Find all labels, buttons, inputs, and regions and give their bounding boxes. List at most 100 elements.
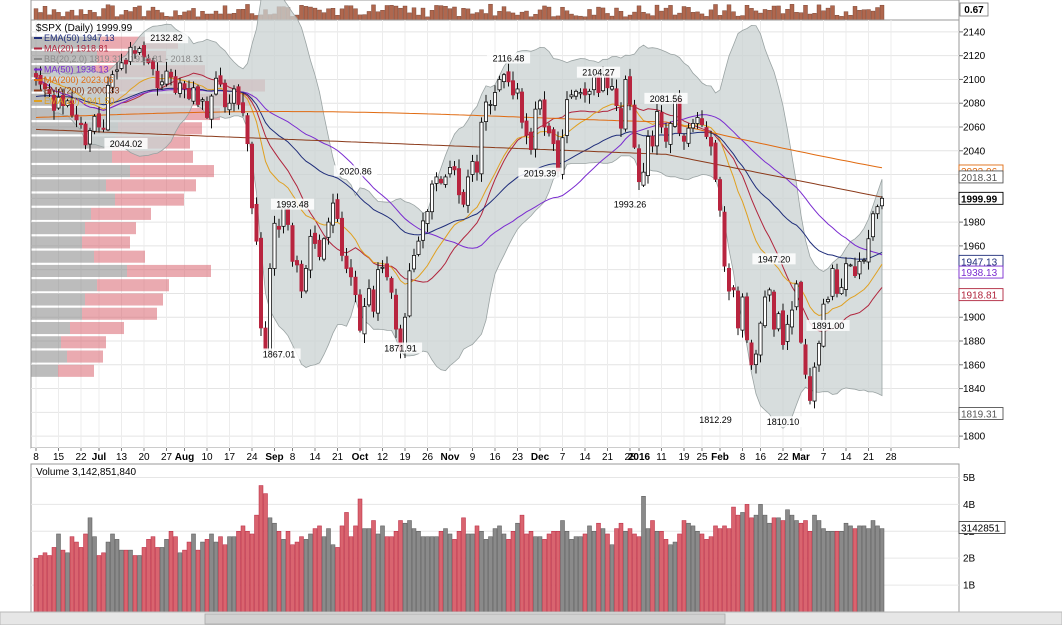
candle-down [781, 310, 786, 345]
volume-by-price-down [106, 179, 196, 192]
volume-bar-down [614, 528, 619, 613]
volume-bar-up [402, 522, 408, 613]
top-indicator-bar [146, 10, 151, 21]
top-indicator-bar [434, 5, 439, 21]
candle-down [285, 208, 290, 225]
volume-by-price-down [82, 236, 130, 249]
volume-bar-up [623, 531, 628, 613]
top-indicator-bar [735, 15, 741, 21]
candle-up [862, 259, 867, 262]
candle-up [308, 235, 313, 271]
top-indicator-bar [645, 13, 651, 21]
volume-bar-down [749, 517, 754, 613]
candle-down [294, 260, 299, 266]
date-tick-label: 16 [489, 452, 501, 463]
bottom-scrollbar[interactable] [0, 611, 1062, 626]
candle-down [520, 91, 525, 123]
price-annotation: 2132.82 [150, 33, 183, 43]
top-indicator-bar [807, 13, 813, 21]
volume-bar-down [317, 525, 322, 613]
candle-up [110, 74, 115, 88]
top-indicator-bar [326, 8, 331, 21]
volume-bar-up [668, 544, 673, 613]
volume-bar-down [146, 539, 151, 613]
candle-up [857, 260, 862, 275]
top-indicator-bar [744, 5, 750, 21]
volume-bar-up [848, 525, 853, 613]
candle-down [150, 60, 155, 70]
candle-down [632, 104, 637, 148]
top-indicator-bar [690, 12, 696, 21]
candle-up [641, 171, 646, 186]
top-indicator-bar [812, 13, 817, 21]
candle-down [74, 114, 79, 121]
top-indicator-bar [713, 4, 718, 21]
candle-down [700, 118, 705, 126]
candle-down [34, 73, 39, 78]
price-annotation: 1812.29 [699, 415, 732, 425]
price-annotation: 1993.48 [276, 200, 309, 210]
price-annotation-bg [518, 167, 562, 179]
price-tick-label: 1860 [963, 360, 986, 371]
top-indicator-bar [398, 7, 403, 21]
candle-down [132, 50, 137, 54]
volume-bar-down [731, 506, 736, 613]
top-indicator-bar [717, 15, 723, 21]
top-indicator-bar [245, 4, 250, 21]
candle-up [330, 202, 335, 226]
volume-bar-up [762, 514, 768, 613]
right-value-box [958, 288, 1004, 302]
volume-bar-down [659, 531, 664, 613]
top-indicator-bar [564, 10, 570, 21]
volume-by-price-down [61, 336, 106, 349]
volume-bar-up [767, 522, 772, 613]
volume-bar-up [497, 525, 502, 613]
candle-up [213, 77, 218, 95]
date-tick-label: 17 [224, 452, 236, 463]
date-tick-label: 24 [246, 452, 258, 463]
top-indicator-bar [114, 16, 120, 21]
scrollbar-thumb[interactable] [204, 613, 726, 625]
candle-up [686, 127, 691, 144]
volume-bar-up [128, 549, 133, 613]
date-tick-label: Oct [352, 452, 369, 463]
price-annotations: 2132.82 2044.02 1993.48 2020.86 1867.01 1871.… [104, 32, 850, 428]
volume-bar-up [492, 528, 498, 613]
top-indicator-bar [650, 15, 655, 21]
candle-down [101, 127, 106, 130]
price-annotation: 2044.02 [110, 139, 143, 149]
top-indicator-bar [56, 12, 61, 21]
volume-by-price-down [97, 279, 169, 292]
top-indicator-bar [204, 13, 210, 21]
candle-down [664, 127, 669, 142]
candle-up [501, 74, 506, 83]
top-indicator-bar [663, 7, 669, 21]
volume-bar-up [209, 533, 214, 613]
top-indicator-bar [416, 14, 421, 21]
candle-up [538, 100, 543, 110]
date-tick-label: 22 [777, 452, 789, 463]
top-indicator-bar [740, 15, 745, 21]
candle-up [272, 222, 277, 269]
candle-up [164, 70, 169, 85]
top-indicator-bar [479, 9, 484, 21]
top-indicator-bar [38, 12, 43, 21]
top-indicator-bar [879, 4, 885, 21]
date-tick-label: 21 [863, 452, 875, 463]
candle-up [569, 94, 574, 98]
volume-last-label: 3142851 [961, 524, 1000, 535]
top-indicator-bar [654, 4, 660, 21]
volume-bar-down [461, 517, 466, 613]
volume-bar-up [483, 539, 489, 613]
top-indicator-bar [632, 11, 637, 21]
volume-bar-up [857, 525, 862, 613]
volume-bar-up [812, 514, 817, 613]
volume-bar-up [177, 552, 183, 613]
price-annotation-bg [806, 319, 850, 331]
volume-by-price-up [31, 165, 130, 178]
candle-down [222, 82, 227, 108]
volume-bar-up [654, 531, 660, 613]
volume-bar-down [218, 536, 223, 613]
volume-bar-down [384, 536, 390, 613]
